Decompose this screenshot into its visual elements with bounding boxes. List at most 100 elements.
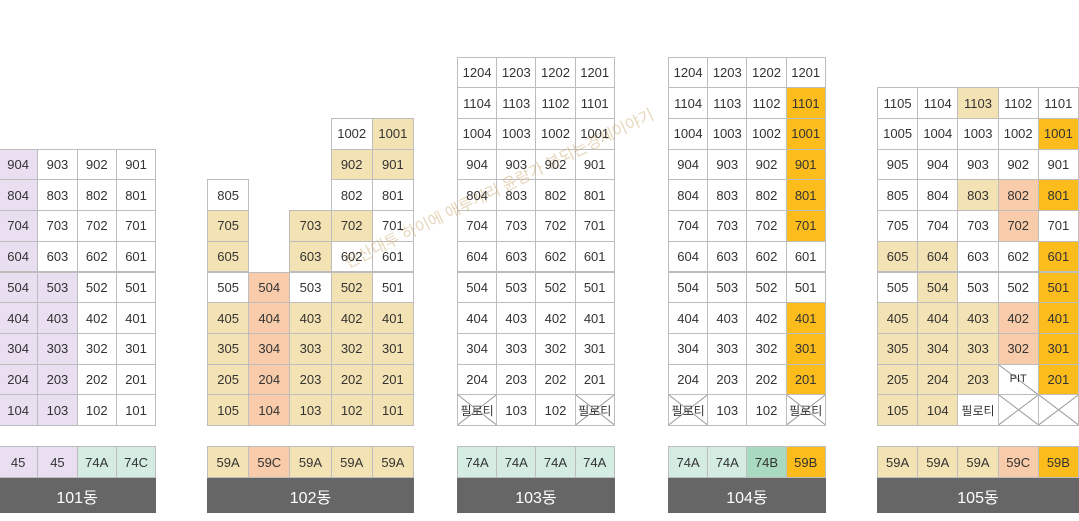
unit-cell: 405: [877, 302, 919, 334]
unit-label: 302: [755, 341, 778, 357]
unit-cell: 301: [371, 332, 414, 365]
unit-cell: 902: [76, 148, 117, 181]
pilotis-cell: 필로티: [574, 394, 615, 426]
unit-cell: 1004: [917, 118, 959, 150]
unit-label: 704: [7, 218, 29, 234]
unit-label: 1001: [580, 126, 610, 142]
unit-label: 902: [1007, 157, 1030, 173]
unit-label: 701: [1047, 218, 1070, 234]
unit-label: 104: [258, 402, 281, 418]
unit-cell: 402: [746, 302, 787, 334]
unit-cell: 201: [785, 363, 826, 396]
unit-label: 1103: [502, 95, 531, 111]
unit-label: 1003: [501, 126, 531, 142]
unit-label: 1001: [378, 126, 408, 142]
unit-type-cell: 59C: [248, 446, 291, 478]
unit-label: 1102: [752, 95, 781, 111]
unit-label: 1202: [752, 64, 781, 80]
unit-cell: 601: [115, 240, 157, 273]
unit-cell: 802: [535, 179, 576, 212]
unit-label: 605: [217, 249, 239, 265]
unit-label: 601: [1047, 249, 1070, 265]
unit-cell: 101: [371, 394, 414, 426]
unit-type-cell: 45: [37, 446, 78, 478]
unit-label: 702: [85, 218, 108, 234]
unit-cell: 1001: [371, 118, 414, 150]
unit-label: 301: [125, 341, 147, 357]
unit-label: 1104: [923, 95, 952, 111]
unit-label: 201: [382, 371, 404, 387]
unit-cell: 602: [330, 240, 373, 273]
unit-cell: 603: [707, 240, 748, 273]
unit-cell: 604: [0, 240, 39, 273]
unit-cell: 1201: [785, 56, 826, 89]
unit-label: 필로티: [961, 403, 995, 418]
unit-cell: 703: [957, 210, 999, 242]
unit-label: 203: [299, 371, 322, 387]
unit-label: 404: [7, 310, 29, 326]
unit-label: 501: [794, 279, 817, 295]
unit-cell: 901: [785, 148, 826, 181]
unit-cell: 603: [957, 240, 999, 273]
unit-label: 703: [716, 218, 739, 234]
unit-label: 704: [466, 218, 488, 234]
unit-label: 401: [794, 310, 817, 326]
unit-label: 105: [217, 402, 239, 418]
unit-label: 504: [258, 279, 281, 295]
pilotis-cell: 필로티: [668, 394, 709, 426]
unit-cell: 103: [707, 394, 748, 426]
unit-cell: 302: [535, 332, 576, 365]
unit-cell: 402: [330, 302, 373, 334]
unit-cell: 503: [707, 271, 748, 304]
unit-label: 102: [755, 402, 778, 418]
unit-label: 803: [716, 187, 739, 203]
unit-label: 902: [340, 157, 363, 173]
unit-label: 801: [125, 187, 147, 203]
unit-label: 601: [125, 249, 147, 265]
unit-cell: 1002: [330, 118, 373, 150]
unit-cell: 301: [115, 332, 157, 365]
unit-cell: 1101: [574, 87, 615, 119]
unit-cell: 1201: [574, 56, 615, 89]
unit-cell: 603: [289, 240, 332, 273]
unit-cell: 504: [917, 271, 959, 304]
unit-cell: 604: [457, 240, 498, 273]
unit-label: 802: [1007, 187, 1030, 203]
unit-cell: 703: [37, 210, 78, 242]
unit-label: 801: [382, 187, 404, 203]
unit-cell: 705: [877, 210, 919, 242]
unit-cell: 1003: [957, 118, 999, 150]
unit-cell: 401: [785, 302, 826, 334]
unit-label: 503: [46, 279, 69, 295]
unit-cell: 502: [535, 271, 576, 304]
unit-label: 404: [258, 310, 281, 326]
unit-cell: 1005: [877, 118, 919, 150]
unit-cell: 503: [957, 271, 999, 304]
unit-label: 502: [544, 279, 567, 295]
unit-type-cell: 74A: [457, 446, 498, 478]
unit-cell: 502: [76, 271, 117, 304]
unit-label: 601: [382, 249, 404, 265]
unit-label: 504: [466, 279, 488, 295]
unit-cell: 605: [877, 240, 919, 273]
unit-label: 501: [125, 279, 147, 295]
unit-label: 503: [299, 279, 322, 295]
unit-cell: 401: [371, 302, 414, 334]
unit-cell: 901: [115, 148, 157, 181]
unit-label: 703: [299, 218, 322, 234]
unit-label: 101: [125, 402, 147, 418]
unit-type-cell: 59C: [997, 446, 1039, 478]
unit-cell: 702: [535, 210, 576, 242]
unit-type-cell: 59B: [785, 446, 826, 478]
unit-label: 703: [505, 218, 528, 234]
unit-cell: 604: [668, 240, 709, 273]
unit-cell: 1204: [457, 56, 498, 89]
unit-label: 602: [340, 249, 363, 265]
unit-cell: 103: [289, 394, 332, 426]
unit-label: 805: [217, 187, 239, 203]
unit-label: 104: [7, 402, 29, 418]
unit-type-cell: 74A: [496, 446, 537, 478]
unit-label: 403: [299, 310, 322, 326]
unit-cell: 203: [289, 363, 332, 396]
unit-cell: 1003: [496, 118, 537, 150]
